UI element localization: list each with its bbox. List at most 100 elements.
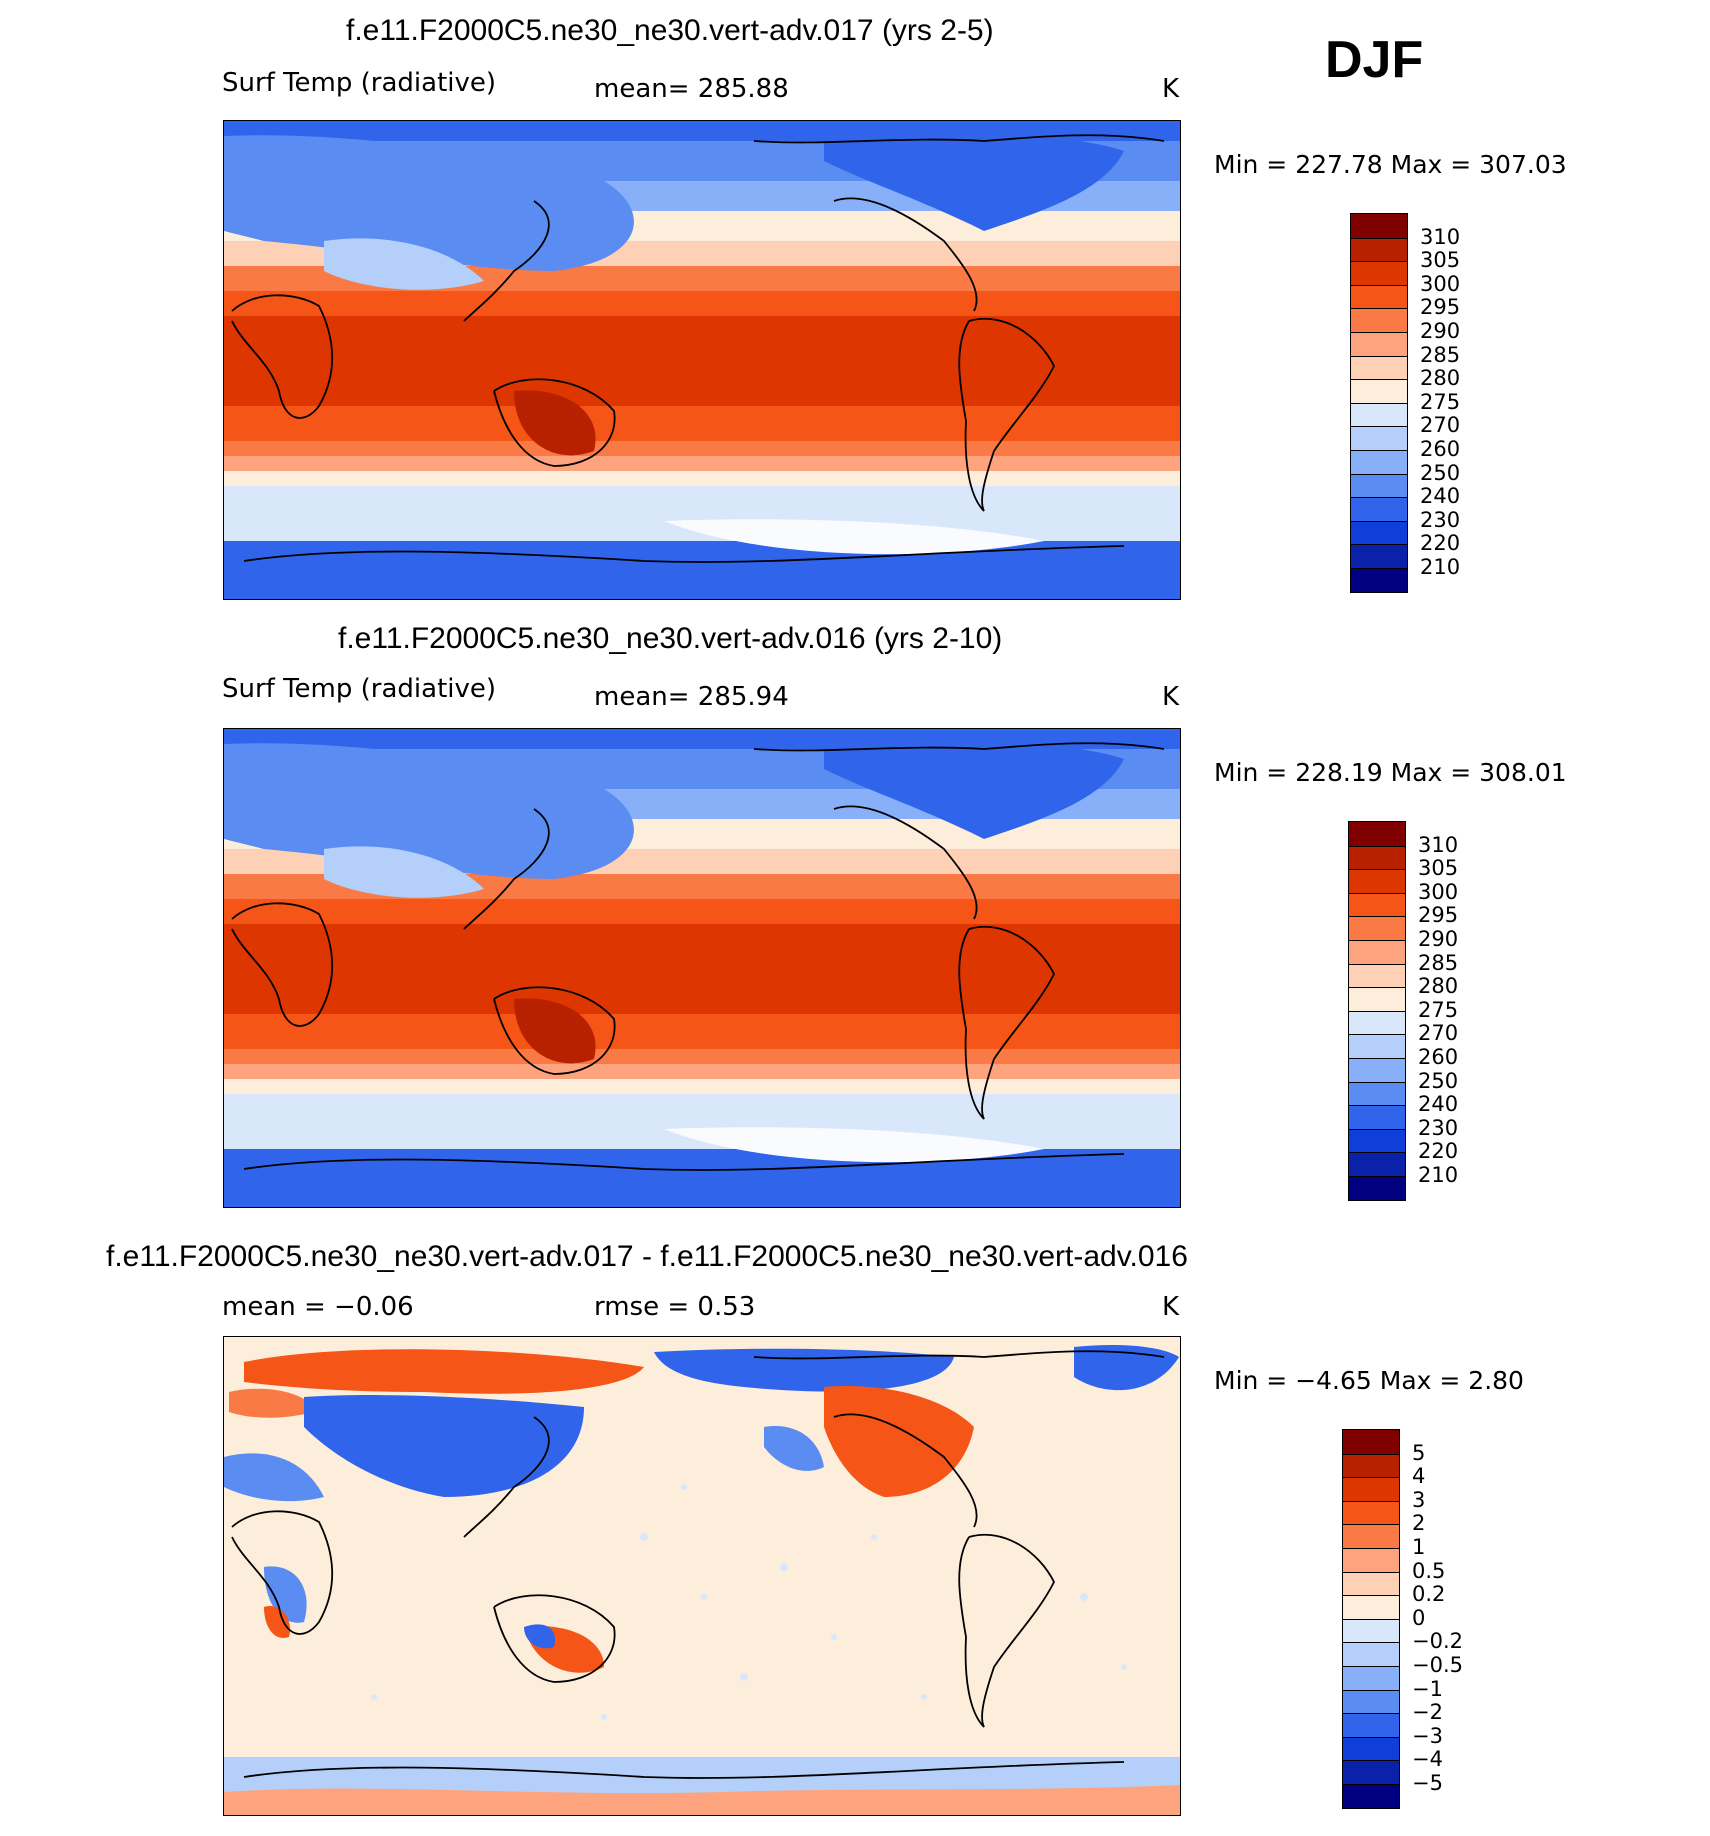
colorbar-tick-label: 0 xyxy=(1412,1605,1426,1630)
arctic-coast xyxy=(753,1350,1165,1360)
colorbar-tick-label: −5 xyxy=(1412,1771,1443,1795)
south-america-coast xyxy=(958,925,1056,1120)
colorbar-tick-label: 300 xyxy=(1418,879,1459,904)
colorbar-segment xyxy=(1349,940,1405,964)
colorbar-segment xyxy=(1351,520,1407,545)
band xyxy=(224,1079,1180,1094)
colorbar-segment xyxy=(1351,284,1407,309)
band xyxy=(224,291,1180,316)
colorbar-tick-label: −0.5 xyxy=(1412,1653,1463,1677)
colorbar-segment xyxy=(1349,1081,1405,1106)
colorbar-segment xyxy=(1351,261,1407,285)
colorbar-box xyxy=(1348,821,1406,1201)
colorbar-box xyxy=(1350,213,1408,593)
band xyxy=(224,924,1180,1014)
colorbar-tick-label: 260 xyxy=(1420,437,1461,461)
namerica-west-cold xyxy=(764,1426,824,1471)
arctic-coast xyxy=(753,742,1165,752)
colorbar-segment xyxy=(1343,1642,1399,1666)
north-america-coast xyxy=(833,805,978,920)
colorbar-segment xyxy=(1343,1618,1399,1643)
colorbar-segment xyxy=(1351,402,1407,427)
namerica-warm xyxy=(824,1386,974,1497)
colorbar-segment xyxy=(1349,869,1405,893)
colorbar-segment xyxy=(1349,1152,1405,1176)
colorbar-tick-label: 310 xyxy=(1418,832,1459,857)
australia-coast xyxy=(493,378,616,467)
colorbar-segment xyxy=(1343,1713,1399,1737)
colorbar-segment xyxy=(1349,822,1405,846)
colorbar-tick-label: 305 xyxy=(1420,248,1461,273)
colorbar-segment xyxy=(1349,963,1405,988)
colorbar-tick-label: −2 xyxy=(1412,1700,1443,1725)
panel1-mean: mean= 285.88 xyxy=(594,74,789,104)
colorbar-tick-label: 240 xyxy=(1420,484,1461,509)
colorbar-tick-label: 295 xyxy=(1418,903,1459,928)
colorbar-segment xyxy=(1343,1736,1399,1761)
colorbar-segment xyxy=(1343,1548,1399,1572)
colorbar-tick-label: 220 xyxy=(1418,1139,1459,1164)
panel3-title: f.e11.F2000C5.ne30_ne30.vert-adv.017 - f… xyxy=(106,1240,1188,1273)
colorbar-tick-label: 290 xyxy=(1420,319,1461,343)
colorbar-tick-label: 300 xyxy=(1420,271,1461,296)
africa-coast xyxy=(231,1510,334,1635)
band xyxy=(224,1064,1180,1079)
colorbar-segment xyxy=(1351,379,1407,403)
africa-coast xyxy=(231,902,334,1027)
band xyxy=(224,541,1180,599)
colorbar-tick-label: 220 xyxy=(1420,531,1461,556)
colorbar-tick-label: 275 xyxy=(1420,389,1461,414)
colorbar-segment xyxy=(1351,473,1407,498)
colorbar-segment xyxy=(1351,568,1407,592)
panel3-minmax: Min = −4.65 Max = 2.80 xyxy=(1214,1366,1524,1395)
colorbar-tick-label: 240 xyxy=(1418,1092,1459,1117)
colorbar-segment xyxy=(1349,1128,1405,1153)
colorbar-tick-label: 230 xyxy=(1418,1115,1459,1140)
colorbar-segment xyxy=(1351,355,1407,380)
colorbar-tick-label: −0.2 xyxy=(1412,1629,1463,1654)
panel1-minmax: Min = 227.78 Max = 307.03 xyxy=(1214,150,1567,179)
colorbar-segment xyxy=(1351,237,1407,262)
europe-warm xyxy=(229,1388,314,1418)
panel2-title: f.e11.F2000C5.ne30_ne30.vert-adv.016 (yr… xyxy=(338,622,1003,655)
asia-coast xyxy=(463,200,550,322)
colorbar-segment xyxy=(1343,1689,1399,1714)
colorbar-tick-label: 280 xyxy=(1420,366,1461,391)
south-america-coast xyxy=(958,317,1056,512)
colorbar-tick-label: 250 xyxy=(1420,460,1461,485)
antarctica-coast xyxy=(243,1761,1125,1779)
africa-south-warm xyxy=(264,1606,290,1638)
colorbar-segment xyxy=(1351,426,1407,450)
colorbar-tick-label: 0.5 xyxy=(1412,1558,1446,1583)
africa-coast xyxy=(231,294,334,419)
panel1-variable: Surf Temp (radiative) xyxy=(222,68,497,98)
panel1-title: f.e11.F2000C5.ne30_ne30.vert-adv.017 (yr… xyxy=(346,14,994,47)
panel2-units: K xyxy=(1162,682,1180,712)
band xyxy=(224,1149,1180,1207)
colorbar-segment xyxy=(1349,916,1405,940)
australia-coast xyxy=(493,986,616,1075)
colorbar-tick-label: −3 xyxy=(1412,1723,1443,1748)
tibet-cold xyxy=(324,846,484,898)
colorbar-tick-label: 3 xyxy=(1412,1487,1426,1512)
antarctic-coast xyxy=(664,519,1044,555)
colorbar-segment xyxy=(1349,1010,1405,1035)
colorbar-tick-label: 230 xyxy=(1420,507,1461,532)
colorbar-box xyxy=(1342,1429,1400,1809)
northamerica-cold xyxy=(824,132,1124,231)
north-america-coast xyxy=(833,1413,978,1528)
colorbar-segment xyxy=(1343,1666,1399,1690)
band xyxy=(224,1049,1180,1064)
panel3-map-svg xyxy=(224,1337,1180,1815)
colorbar-segment xyxy=(1351,308,1407,332)
colorbar-tick-label: 285 xyxy=(1420,342,1461,367)
colorbar-tick-label: 1 xyxy=(1412,1535,1426,1559)
panel2-map xyxy=(223,728,1181,1208)
colorbar-segment xyxy=(1349,1176,1405,1200)
colorbar-tick-label: 270 xyxy=(1420,413,1461,438)
alaska-cold xyxy=(654,1348,954,1392)
panel3-mean: mean = −0.06 xyxy=(222,1292,414,1322)
colorbar-segment xyxy=(1343,1784,1399,1808)
colorbar-segment xyxy=(1349,987,1405,1011)
panel1-map xyxy=(223,120,1181,600)
